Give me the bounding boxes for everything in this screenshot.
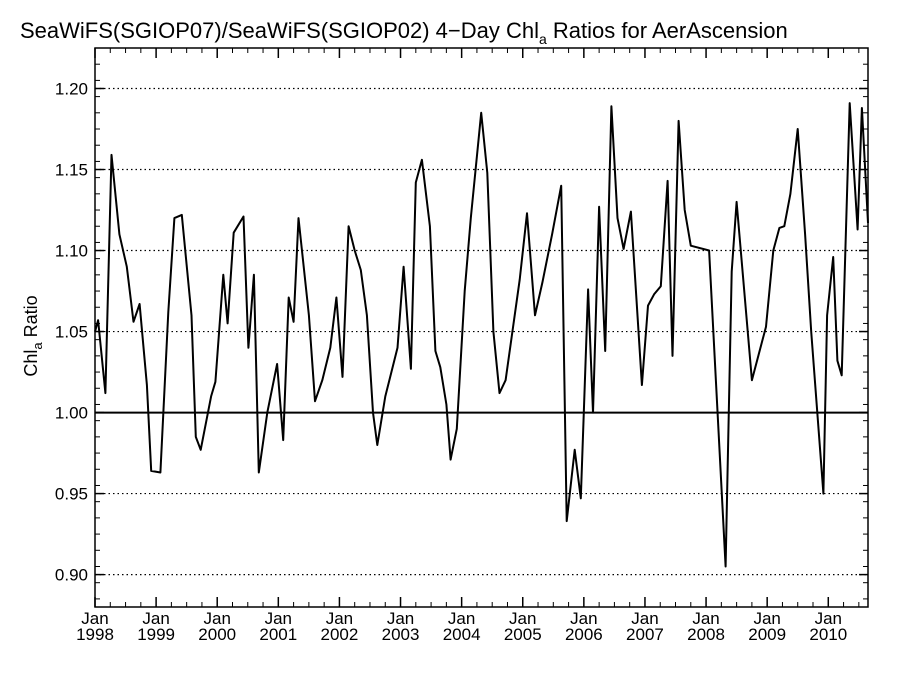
x-tick-year-2008: 2008 (687, 625, 725, 644)
x-tick-month-2010: Jan (815, 609, 842, 628)
x-tick-month-2001: Jan (265, 609, 292, 628)
chart-title-suffix: Ratios for AerAscension (547, 18, 788, 43)
y-tick-label-0: 0.90 (55, 566, 88, 585)
y-axis-label-subscript: a (30, 342, 45, 350)
x-tick-year-2007: 2007 (626, 625, 664, 644)
x-tick-year-2010: 2010 (809, 625, 847, 644)
y-tick-label-2: 1.00 (55, 404, 88, 423)
x-tick-year-2004: 2004 (443, 625, 481, 644)
x-tick-month-2000: Jan (204, 609, 231, 628)
x-tick-year-2002: 2002 (321, 625, 359, 644)
ratio-series-line (94, 102, 869, 568)
x-tick-month-2008: Jan (692, 609, 719, 628)
x-tick-month-2007: Jan (631, 609, 658, 628)
x-tick-year-2009: 2009 (748, 625, 786, 644)
x-tick-month-1999: Jan (142, 609, 169, 628)
y-axis-label-suffix: Ratio (21, 295, 41, 342)
x-tick-year-2006: 2006 (565, 625, 603, 644)
x-tick-year-2001: 2001 (259, 625, 297, 644)
x-tick-month-2005: Jan (509, 609, 536, 628)
x-tick-year-2003: 2003 (382, 625, 420, 644)
y-tick-label-5: 1.15 (55, 161, 88, 180)
grid-lines (95, 87, 868, 576)
x-tick-month-2006: Jan (570, 609, 597, 628)
x-tick-year-2005: 2005 (504, 625, 542, 644)
chart-title-subscript: a (539, 31, 547, 47)
chart-title-main: SeaWiFS(SGIOP07)/SeaWiFS(SGIOP02) 4−Day … (20, 18, 539, 43)
y-tick-label-3: 1.05 (55, 323, 88, 342)
plot-frame (94, 47, 869, 608)
x-tick-month-2004: Jan (448, 609, 475, 628)
y-tick-label-1: 0.95 (55, 485, 88, 504)
x-tick-month-2002: Jan (326, 609, 353, 628)
x-tick-month-1998: Jan (81, 609, 108, 628)
y-axis-label: Chla Ratio (21, 295, 45, 376)
chart-title: SeaWiFS(SGIOP07)/SeaWiFS(SGIOP02) 4−Day … (20, 18, 788, 47)
x-tick-year-1999: 1999 (137, 625, 175, 644)
y-axis-label-main: Chl (21, 350, 41, 377)
x-tick-month-2003: Jan (387, 609, 414, 628)
x-axis-ticks: Jan1998Jan1999Jan2000Jan2001Jan2002Jan20… (76, 48, 860, 644)
x-tick-month-2009: Jan (753, 609, 780, 628)
y-tick-label-6: 1.20 (55, 80, 88, 99)
y-tick-label-4: 1.10 (55, 242, 88, 261)
x-tick-year-1998: 1998 (76, 625, 114, 644)
x-tick-year-2000: 2000 (198, 625, 236, 644)
